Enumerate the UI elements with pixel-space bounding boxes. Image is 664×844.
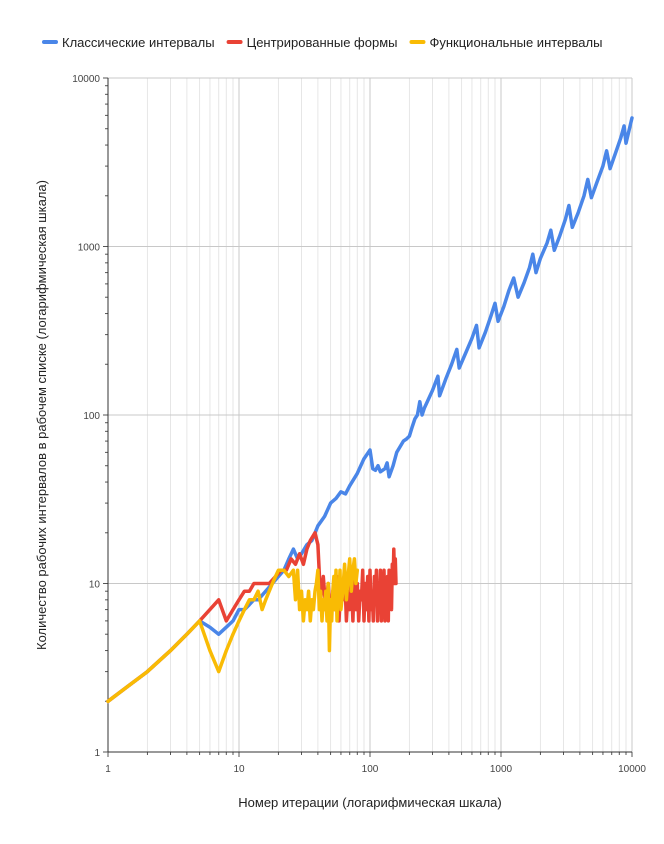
series-lines [106,116,634,704]
axes [103,77,633,757]
x-tick-label: 10000 [618,764,646,775]
y-tick-label: 1000 [78,243,101,254]
y-tick-label: 10 [89,580,101,591]
series-line-2 [106,531,398,704]
x-axis-title: Номер итерации (логарифмическая шкала) [238,795,501,810]
y-tick-label: 1 [94,748,100,759]
x-tick-label: 10 [233,764,245,775]
y-tick-label: 100 [83,411,100,422]
legend-label-3: Функциональные интервалы [429,35,602,50]
tick-labels: 1 10 100 1000 10000 1 10 100 1000 10000 [72,74,646,775]
series-line-1 [106,116,634,704]
y-tick-label: 10000 [72,74,100,85]
y-axis-title: Количество рабочих интервалов в рабочем … [34,180,49,650]
legend-label-1: Классические интервалы [62,35,215,50]
legend: Классические интервалы Центрированные фор… [42,35,602,50]
legend-label-2: Центрированные формы [247,35,398,50]
grid [107,77,633,753]
x-tick-label: 100 [362,764,379,775]
series-line-3 [106,557,360,704]
x-tick-label: 1000 [490,764,513,775]
x-tick-label: 1 [105,764,111,775]
